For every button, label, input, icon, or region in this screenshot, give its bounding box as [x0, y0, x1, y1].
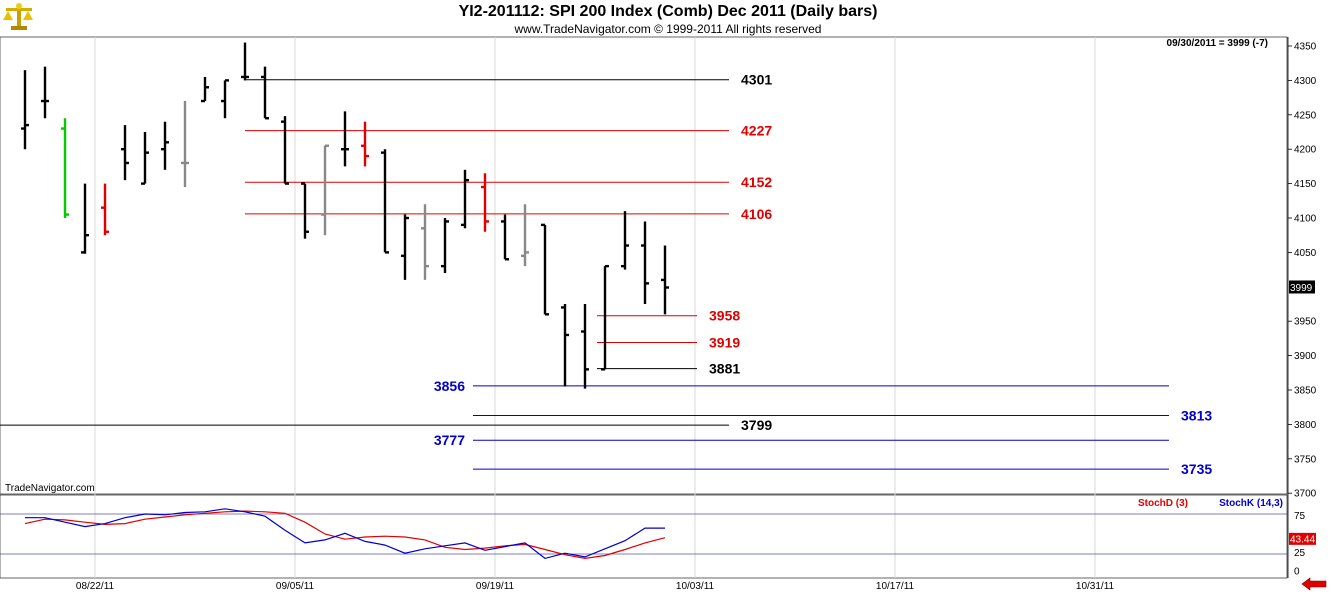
y-tick-label: 4100	[1294, 214, 1317, 225]
oscillator-panel-frame	[0, 494, 1288, 579]
legend-stochd: StochD (3)	[1138, 498, 1188, 509]
status-readout: 09/30/2011 = 3999 (-7)	[1167, 38, 1268, 49]
x-tick-label: 10/17/11	[876, 581, 915, 592]
y-tick-label: 3750	[1294, 454, 1317, 465]
oscillator-series-line	[24, 510, 666, 560]
x-tick-label: 09/05/11	[276, 581, 315, 592]
x-tick-label: 10/03/11	[676, 581, 715, 592]
level-label: 4106	[741, 206, 772, 222]
y-tick-label: 3950	[1294, 317, 1317, 328]
logo-icon	[3, 3, 33, 30]
level-label: 4301	[741, 72, 772, 88]
chart-subtitle: www.TradeNavigator.com © 1999-2011 All r…	[514, 22, 822, 36]
y-tick-label: 3700	[1294, 489, 1317, 500]
y-tick-label: 4150	[1294, 179, 1317, 190]
y-tick-label: 4300	[1294, 76, 1317, 87]
level-label: 3813	[1181, 407, 1212, 423]
level-label: 3856	[434, 378, 465, 394]
y-tick-label: 3800	[1294, 420, 1317, 431]
price-panel-frame	[0, 36, 1288, 495]
y-tick-label: 4050	[1294, 248, 1317, 259]
oscillator-last-label: 43.44	[1290, 534, 1315, 545]
chart-title: YI2-201112: SPI 200 Index (Comb) Dec 201…	[458, 3, 878, 20]
oscillator-last-box	[1289, 532, 1316, 545]
y-tick-label: 4200	[1294, 145, 1317, 156]
level-label: 4152	[741, 174, 772, 190]
level-label: 3958	[709, 308, 740, 324]
oscillator-series-line	[25, 508, 665, 560]
level-label: 3799	[741, 417, 772, 433]
level-label: 3777	[434, 432, 465, 448]
y-tick-label: 4250	[1294, 110, 1317, 121]
x-tick-label: 08/22/11	[76, 581, 115, 592]
legend-stochk: StochK (14,3)	[1219, 498, 1283, 509]
oscillator-tick-label: 0	[1294, 567, 1300, 578]
y-tick-label: 3850	[1294, 386, 1317, 397]
x-tick-label: 09/19/11	[476, 581, 515, 592]
last-price-label: 3999	[1290, 283, 1313, 294]
y-tick-label: 4350	[1294, 42, 1317, 53]
red-left-arrow-icon[interactable]	[1301, 577, 1327, 591]
level-label: 4227	[741, 123, 772, 139]
last-price-box	[1289, 280, 1315, 294]
oscillator-tick-label: 75	[1294, 511, 1306, 522]
oscillator-tick-label: 25	[1294, 548, 1306, 559]
level-label: 3919	[709, 335, 740, 351]
x-tick-label: 10/31/11	[1076, 581, 1115, 592]
y-tick-label: 3900	[1294, 351, 1317, 362]
level-label: 3735	[1181, 461, 1212, 477]
watermark-label: TradeNavigator.com	[5, 483, 95, 494]
level-label: 3881	[709, 361, 740, 377]
